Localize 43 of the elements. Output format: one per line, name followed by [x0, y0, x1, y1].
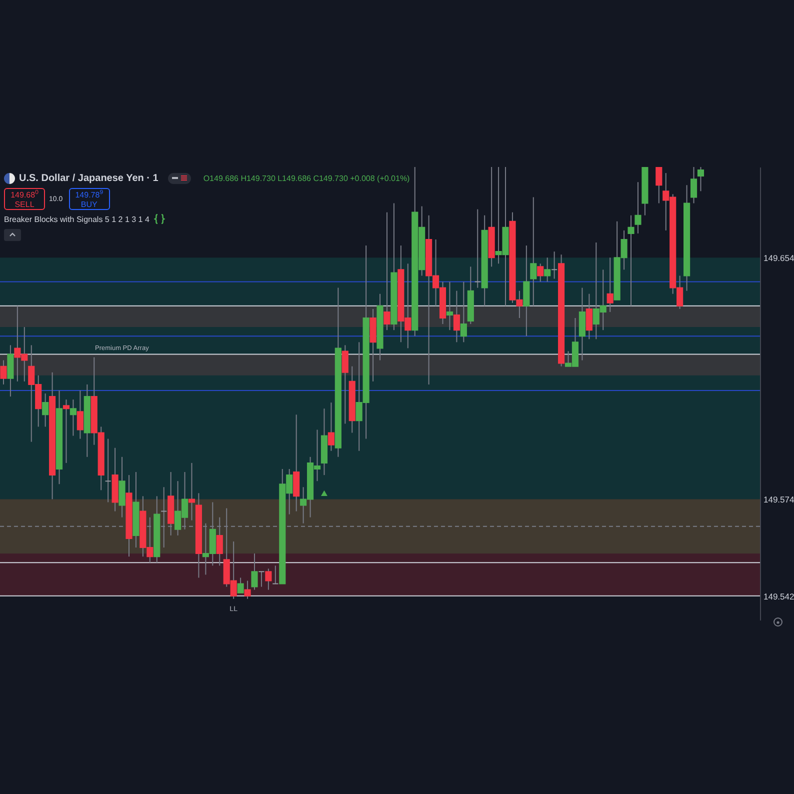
candlestick: [244, 580, 251, 600]
candlestick: [104, 438, 112, 503]
candlestick: [42, 393, 49, 428]
candlestick: [272, 565, 279, 584]
buy-button: 149.78$^{9}$ BUY: [68, 188, 110, 210]
candlestick: [328, 402, 334, 452]
text: Breaker Blocks with Signals 5 1 2 1 3 1 4: [4, 214, 150, 224]
candlestick: [544, 257, 551, 282]
candlestick: [606, 257, 614, 312]
annotation: O149.686 H149.730 L149.686 C149.730 +0.008 (+0.01%): [203, 174, 410, 182]
candlestick: [460, 281, 467, 343]
candlestick: [551, 251, 558, 280]
candlestick: [237, 577, 244, 594]
candlestick: [188, 462, 196, 521]
candlestick: [474, 208, 481, 288]
y-tick-label: 149.574: [764, 494, 794, 505]
candlestick: [586, 293, 592, 340]
y-tick-label: 149.542: [764, 591, 794, 602]
sell-button: 149.68$^{0}$ SELL: [4, 188, 45, 210]
candlestick: [0, 360, 7, 385]
candlestick: [384, 212, 390, 331]
candlestick: [258, 571, 265, 588]
candlestick: [76, 390, 84, 440]
candlestick: [628, 214, 634, 306]
y-tick-label: 149.654: [764, 253, 794, 264]
candlestick: [446, 281, 454, 331]
candlestick: [634, 182, 642, 234]
candlestick: [697, 167, 704, 192]
candlestick: [690, 167, 698, 204]
candlestick: [251, 553, 258, 590]
candlestick: [70, 399, 76, 436]
annotation: 149.78$^{9}$: [74, 189, 104, 200]
annotation: 149.68$^{0}$: [10, 189, 40, 200]
candlestick: [265, 568, 272, 590]
candlestick: [342, 344, 348, 424]
candlestick: [453, 290, 460, 343]
candlestick: [537, 263, 544, 282]
candlestick: [530, 196, 537, 306]
candlestick: [656, 167, 662, 204]
text: U.S. Dollar / Japanese Yen · 1: [19, 172, 158, 184]
annotation: SELL: [14, 200, 36, 209]
annotation: BUY: [80, 200, 98, 209]
candlestick: [62, 399, 70, 464]
